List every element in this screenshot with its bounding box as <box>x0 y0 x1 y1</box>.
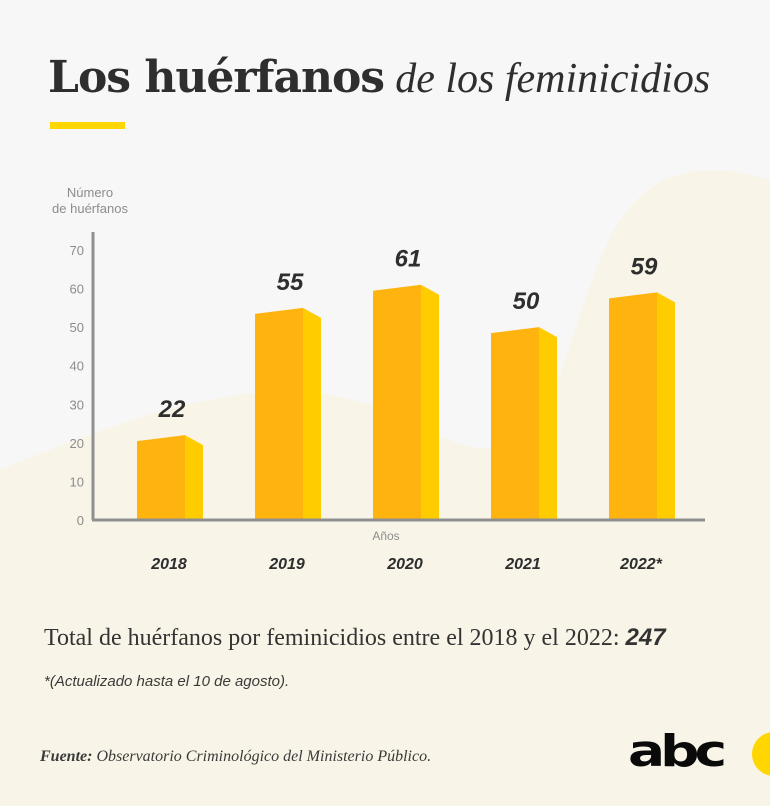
total-value: 247 <box>625 624 666 651</box>
y-tick-label: 30 <box>70 397 84 412</box>
title-italic: de los feminicidios <box>395 56 711 102</box>
y-tick-label: 70 <box>70 243 84 258</box>
x-axis-labels: 2018 2019 2020 2021 2022* <box>150 556 662 573</box>
y-axis-title: Número de huérfanos <box>40 185 140 217</box>
bar-2018 <box>137 435 203 520</box>
bar-2022* <box>609 292 675 520</box>
title-bold: Los huérfanos <box>48 52 385 103</box>
bar-front-face <box>609 292 657 520</box>
abc-logo: abc <box>628 726 727 777</box>
y-tick-label: 60 <box>70 282 84 297</box>
y-tick-label: 0 <box>77 513 84 528</box>
bar-side-face <box>303 307 321 520</box>
bar-2020 <box>373 284 439 520</box>
x-tick-label: 2021 <box>504 556 541 573</box>
y-tick-label: 40 <box>70 359 84 374</box>
x-tick-label: 2020 <box>386 556 423 573</box>
y-tick-label: 20 <box>70 436 84 451</box>
bar-value-label: 59 <box>631 253 658 280</box>
bar-front-face <box>373 284 421 520</box>
x-axis-title: Años <box>372 529 399 543</box>
source-credit: Fuente: Observatorio Criminológico del M… <box>40 748 431 766</box>
bar-value-label: 22 <box>158 396 186 423</box>
bars: 22 55 61 50 59 <box>137 246 675 520</box>
bar-side-face <box>657 292 675 520</box>
bar-value-label: 61 <box>395 246 422 273</box>
update-note: *(Actualizado hasta el 10 de agosto). <box>44 673 290 690</box>
y-tick-label: 10 <box>70 474 84 489</box>
y-axis-ticks: 0 10 20 30 40 50 60 70 <box>70 243 84 528</box>
y-axis-title-line-1: Número <box>66 185 114 200</box>
bar-value-label: 55 <box>277 269 304 296</box>
total-text: Total de huérfanos por feminicidios entr… <box>44 625 626 651</box>
bar-front-face <box>137 435 185 520</box>
bar-chart: 0 10 20 30 40 50 60 70 22 55 61 50 59 Años 2018 2019… <box>70 232 705 573</box>
bar-front-face <box>491 327 539 520</box>
x-tick-label: 2022* <box>619 556 663 573</box>
y-axis-title-line-2: de huérfanos <box>52 201 128 216</box>
title-underline <box>50 122 125 129</box>
bar-side-face <box>185 435 203 520</box>
x-tick-label: 2018 <box>150 556 187 573</box>
total-summary: Total de huérfanos por feminicidios entr… <box>44 624 666 652</box>
page-title: Los huérfanos de los feminicidios <box>48 56 711 102</box>
bar-side-face <box>421 284 439 520</box>
source-text: Observatorio Criminológico del Ministeri… <box>92 748 432 765</box>
bar-value-label: 50 <box>513 288 540 315</box>
bar-2019 <box>255 307 321 520</box>
logo-yellow-dot <box>752 732 770 776</box>
bar-side-face <box>539 327 557 520</box>
source-label: Fuente: <box>40 748 93 765</box>
y-tick-label: 50 <box>70 320 84 335</box>
bar-front-face <box>255 307 303 520</box>
bar-2021 <box>491 327 557 520</box>
x-tick-label: 2019 <box>268 556 305 573</box>
